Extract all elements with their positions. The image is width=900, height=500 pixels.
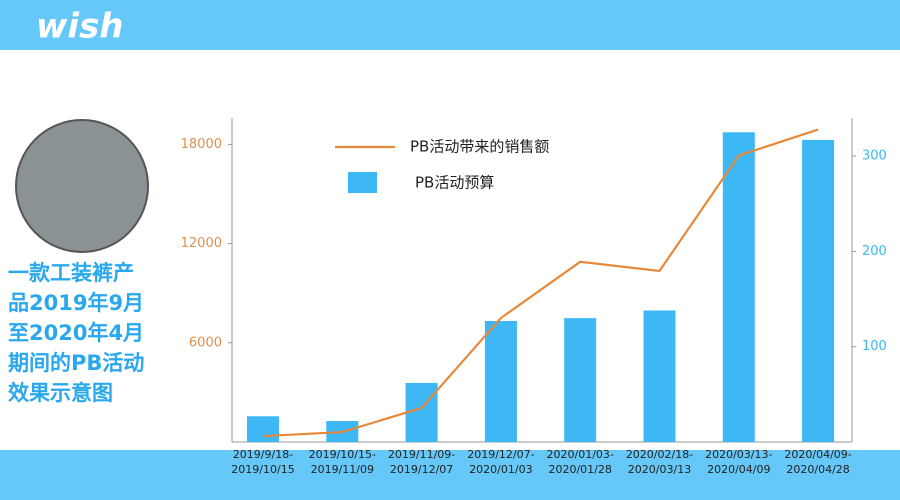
x-tick-label: 2019/11/09-: [388, 448, 455, 461]
x-tick-label: 2019/10/15: [231, 463, 294, 476]
bottom-band: [0, 450, 900, 500]
x-tick-label: 2020/03/13-: [705, 448, 772, 461]
photo-border: [15, 119, 149, 253]
y-tick-label: 6000: [189, 335, 222, 350]
bar: [484, 320, 517, 442]
caption-line: 品2019年9月: [8, 291, 144, 315]
legend-swatch: [348, 172, 377, 193]
logo: wish: [36, 7, 124, 47]
caption-line: 期间的PB活动: [8, 351, 144, 375]
caption-line: 一款工装裤产: [8, 261, 134, 285]
caption-line: 效果示意图: [8, 381, 113, 405]
x-tick-label: 2020/04/28: [786, 463, 849, 476]
x-tick-label: 2019/9/18-: [233, 448, 293, 461]
x-tick-label: 2020/03/13: [628, 463, 691, 476]
x-tick-label: 2020/04/09-: [784, 448, 851, 461]
legend-label: PB活动带来的销售额: [410, 138, 549, 156]
y-tick-label: 12000: [181, 236, 222, 251]
x-tick-label: 2020/04/09: [707, 463, 770, 476]
y2-tick-label: 200: [862, 244, 887, 259]
x-tick-label: 2020/01/03-: [547, 448, 614, 461]
y2-tick-label: 100: [862, 339, 887, 354]
x-tick-label: 2019/12/07-: [467, 448, 534, 461]
bar: [722, 132, 755, 442]
bar: [802, 139, 835, 442]
x-tick-label: 2019/10/15-: [309, 448, 376, 461]
bar: [564, 318, 597, 442]
bar: [405, 382, 438, 442]
bar: [247, 416, 279, 442]
y-tick-label: 18000: [181, 137, 222, 152]
top-banner: [0, 0, 900, 50]
x-tick-label: 2019/11/09: [311, 463, 374, 476]
x-tick-label: 2020/01/03: [469, 463, 532, 476]
legend-label: PB活动预算: [415, 174, 494, 192]
line: [262, 128, 819, 438]
x-tick-label: 2019/12/07: [390, 463, 453, 476]
bar: [643, 310, 676, 442]
x-tick-label: 2020/01/28: [548, 463, 611, 476]
y2-tick-label: 300: [862, 149, 887, 164]
x-tick-label: 2020/02/18-: [626, 448, 693, 461]
caption-line: 至2020年4月: [8, 321, 144, 345]
photo: [16, 120, 148, 252]
